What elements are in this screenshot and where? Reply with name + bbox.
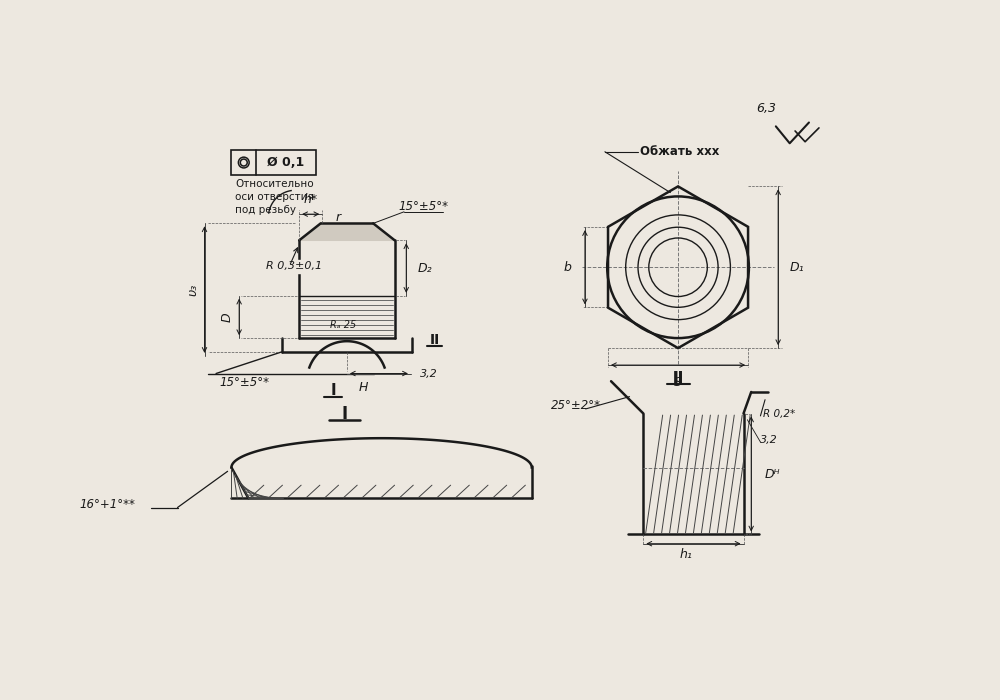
Text: 6,3: 6,3 <box>756 102 776 115</box>
Text: D: D <box>221 312 234 322</box>
Text: b: b <box>563 261 571 274</box>
Text: оси отверстия: оси отверстия <box>235 192 314 202</box>
Text: R 0,2*: R 0,2* <box>763 409 795 419</box>
Text: r: r <box>335 211 340 224</box>
Text: I: I <box>330 383 336 398</box>
Text: под резьбу: под резьбу <box>235 205 296 215</box>
Text: 15°±5°*: 15°±5°* <box>220 377 270 389</box>
Text: 25°±2°*: 25°±2°* <box>551 400 601 412</box>
Text: h₁: h₁ <box>679 548 692 561</box>
Text: 16°+1°**: 16°+1°** <box>79 498 135 511</box>
Text: 3,2: 3,2 <box>760 435 778 444</box>
Text: Относительно: Относительно <box>235 178 314 189</box>
Text: Ø 0,1: Ø 0,1 <box>267 156 304 169</box>
Text: h*: h* <box>304 193 318 206</box>
Polygon shape <box>299 223 395 240</box>
Text: D₁: D₁ <box>790 261 804 274</box>
Text: II: II <box>672 370 684 386</box>
Text: D₂: D₂ <box>418 262 432 274</box>
Text: 3,2: 3,2 <box>420 368 438 379</box>
Text: 15°±5°*: 15°±5°* <box>399 200 449 213</box>
Text: Dᴴ: Dᴴ <box>765 468 781 480</box>
Text: Rₐ 25: Rₐ 25 <box>330 320 356 330</box>
Text: I: I <box>342 405 348 423</box>
Text: II: II <box>672 370 684 386</box>
Text: H: H <box>359 382 368 394</box>
Text: II: II <box>430 332 440 346</box>
Text: R 0,3±0,1: R 0,3±0,1 <box>266 262 322 272</box>
Bar <box>231 150 316 175</box>
Text: υ₃: υ₃ <box>186 284 199 295</box>
Text: Обжать ххх: Обжать ххх <box>640 146 719 158</box>
Text: S: S <box>674 376 682 389</box>
